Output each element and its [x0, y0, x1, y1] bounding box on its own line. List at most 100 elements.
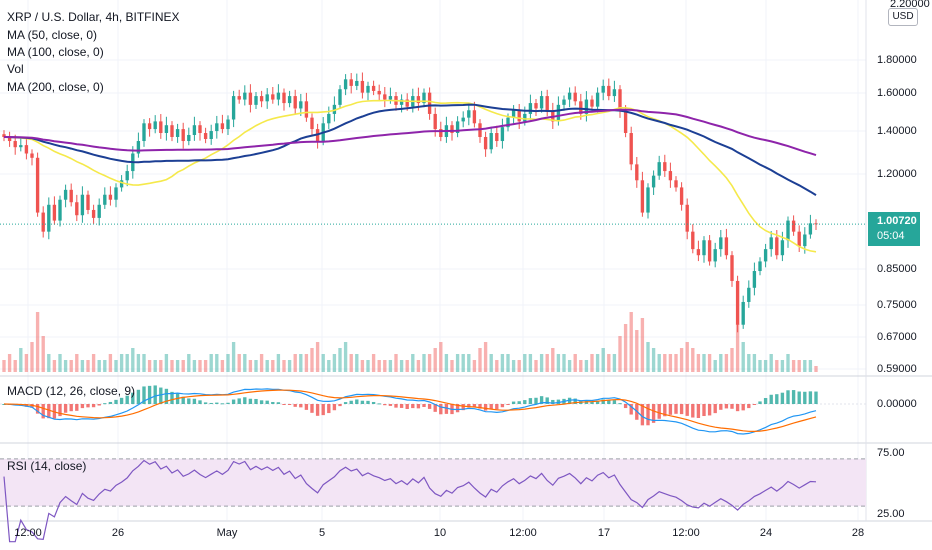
macd-histogram-bar	[780, 392, 785, 404]
candle-body	[119, 180, 124, 188]
volume-bar	[691, 348, 695, 372]
macd-histogram-bar	[724, 404, 729, 409]
volume-bar	[24, 354, 29, 372]
candle-body	[91, 209, 96, 218]
volume-bar	[489, 354, 493, 372]
macd-histogram-bar	[707, 404, 712, 416]
macd-histogram-bar	[203, 402, 208, 404]
volume-bar	[254, 360, 258, 372]
currency-button[interactable]: USD	[888, 8, 918, 26]
macd-histogram-bar	[674, 404, 678, 414]
candle-body	[495, 133, 499, 142]
candle-body	[433, 113, 437, 130]
candle-body	[702, 240, 706, 256]
volume-bar	[114, 360, 118, 372]
macd-label[interactable]: MACD (12, 26, close, 9)	[7, 384, 136, 398]
macd-histogram-bar	[114, 399, 118, 404]
macd-histogram-bar	[539, 396, 544, 404]
candle-body	[383, 94, 387, 100]
legend-ma50[interactable]: MA (50, close, 0)	[7, 28, 98, 42]
candle-body	[63, 189, 68, 200]
candle-body	[181, 129, 185, 142]
last-price-value: 1.00720	[877, 215, 917, 227]
candle-body	[579, 101, 583, 114]
candle-body	[108, 194, 113, 200]
legend-vol[interactable]: Vol	[7, 62, 24, 76]
macd-histogram-bar	[349, 400, 353, 404]
volume-bar	[30, 342, 34, 372]
rsi-pane	[0, 458, 866, 543]
volume-bar	[713, 360, 717, 372]
volume-bar	[702, 354, 706, 372]
candle-body	[758, 261, 762, 272]
macd-histogram-bar	[170, 391, 174, 404]
volume-bar	[791, 360, 796, 372]
macd-histogram-bar	[366, 400, 370, 404]
volume-bar	[41, 336, 45, 372]
macd-histogram-bar	[741, 404, 745, 411]
volume-bar	[422, 354, 426, 372]
macd-histogram-bar	[164, 388, 169, 404]
volume-bar	[215, 354, 219, 372]
candle-body	[674, 180, 678, 188]
legend-ma100[interactable]: MA (100, close, 0)	[7, 45, 104, 59]
macd-histogram-bar	[371, 401, 376, 404]
volume-bar	[181, 360, 185, 372]
x-tick: 12:00	[14, 527, 42, 539]
macd-histogram-bar	[321, 404, 325, 416]
volume-bar	[13, 360, 17, 372]
candle-body	[7, 136, 12, 142]
candle-body	[97, 204, 101, 218]
macd-histogram-bar	[612, 400, 617, 404]
macd-histogram-bar	[791, 390, 796, 404]
candle-body	[164, 125, 169, 134]
legend-ma200[interactable]: MA (200, close, 0)	[7, 80, 104, 94]
candle-body	[52, 204, 57, 221]
volume-bar	[590, 354, 594, 372]
macd-histogram-bar	[215, 402, 219, 404]
volume-bar	[674, 354, 678, 372]
volume-bar	[103, 360, 107, 372]
macd-histogram-bar	[595, 400, 600, 404]
macd-histogram-bar	[528, 398, 533, 404]
candle-body	[371, 85, 376, 91]
rsi-label[interactable]: RSI (14, close)	[7, 459, 87, 473]
candle-body	[640, 180, 645, 213]
macd-histogram-bar	[108, 401, 113, 404]
macd-histogram-bar	[511, 401, 516, 404]
candle-body	[797, 231, 801, 247]
volume-bar	[444, 354, 449, 372]
volume-bar	[450, 360, 454, 372]
volume-bar	[91, 354, 96, 372]
candle-body	[657, 162, 661, 176]
candle-body	[338, 89, 342, 105]
candle-body	[780, 240, 785, 256]
volume-bar	[394, 354, 398, 372]
volume-bar	[147, 360, 152, 372]
macd-histogram-bar	[282, 404, 286, 405]
volume-bar	[304, 354, 309, 372]
volume-bar	[293, 354, 297, 372]
volume-bar	[75, 354, 79, 372]
candle-body	[467, 110, 471, 118]
macd-histogram-bar	[63, 404, 68, 413]
macd-histogram-bar	[237, 398, 241, 404]
macd-histogram-bar	[691, 404, 695, 418]
candle-body	[209, 131, 213, 139]
volume-bar	[629, 312, 633, 372]
volume-bar	[226, 354, 230, 372]
macd-histogram-bar	[75, 404, 79, 411]
volume-bar	[299, 354, 303, 372]
macd-histogram-bar	[131, 392, 135, 404]
candle-body	[601, 85, 605, 93]
macd-histogram-bar	[618, 403, 622, 405]
candle-body	[523, 113, 527, 122]
candle-body	[747, 287, 751, 302]
candle-body	[159, 121, 163, 134]
volume-bar	[545, 354, 549, 372]
macd-histogram-bar	[808, 391, 813, 404]
macd-histogram-bar	[383, 404, 387, 406]
candle-body	[349, 79, 353, 86]
candle-body	[730, 255, 734, 281]
